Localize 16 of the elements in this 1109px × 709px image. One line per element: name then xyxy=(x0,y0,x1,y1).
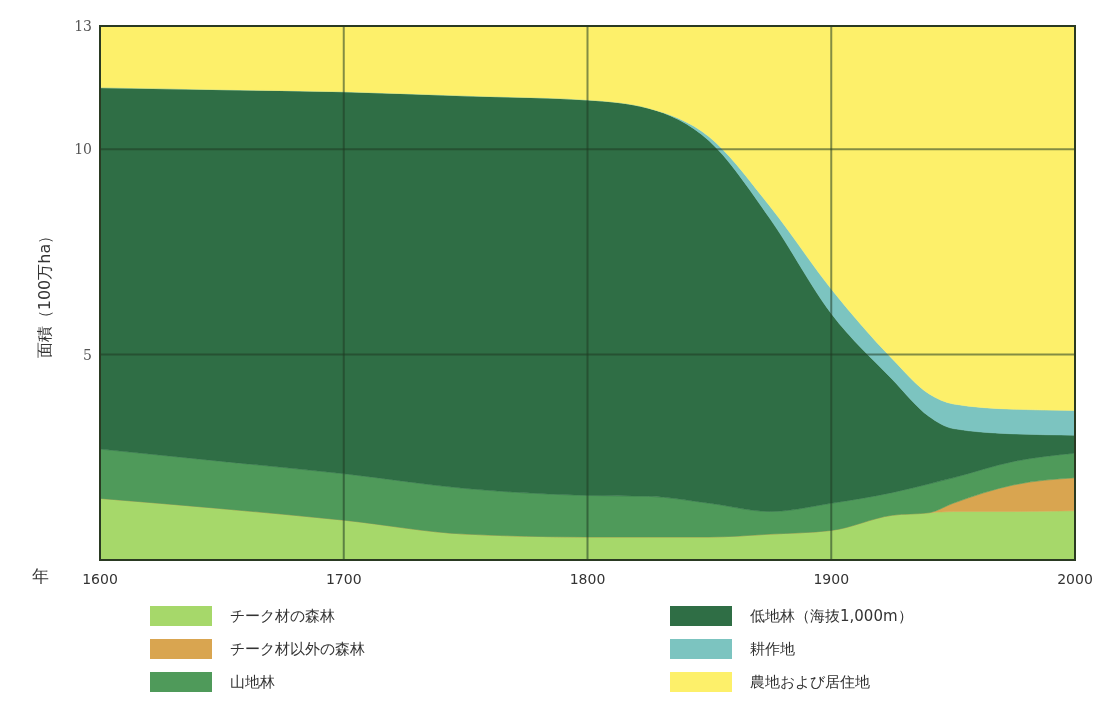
x-tick-label: 1700 xyxy=(325,571,362,587)
y-tick-label: 5 xyxy=(83,346,92,363)
x-axis-title: 年 xyxy=(31,566,49,586)
legend-label: チーク材以外の森林 xyxy=(230,640,365,658)
legend-label: 農地および居住地 xyxy=(750,673,870,691)
legend-label: 低地林（海抜1,000m） xyxy=(750,607,913,625)
legend-label: 山地林 xyxy=(230,673,275,691)
x-tick-label: 2000 xyxy=(1057,571,1093,587)
x-tick-label: 1800 xyxy=(569,571,606,587)
legend-label: 耕作地 xyxy=(750,640,795,658)
y-axis-title: 面積（100万ha） xyxy=(35,227,54,359)
x-tick-label: 1600 xyxy=(82,571,118,587)
legend-label: チーク材の森林 xyxy=(230,607,335,625)
y-tick-label: 10 xyxy=(74,141,92,158)
y-tick-label: 13 xyxy=(74,18,92,34)
x-tick-label: 1900 xyxy=(813,571,850,587)
